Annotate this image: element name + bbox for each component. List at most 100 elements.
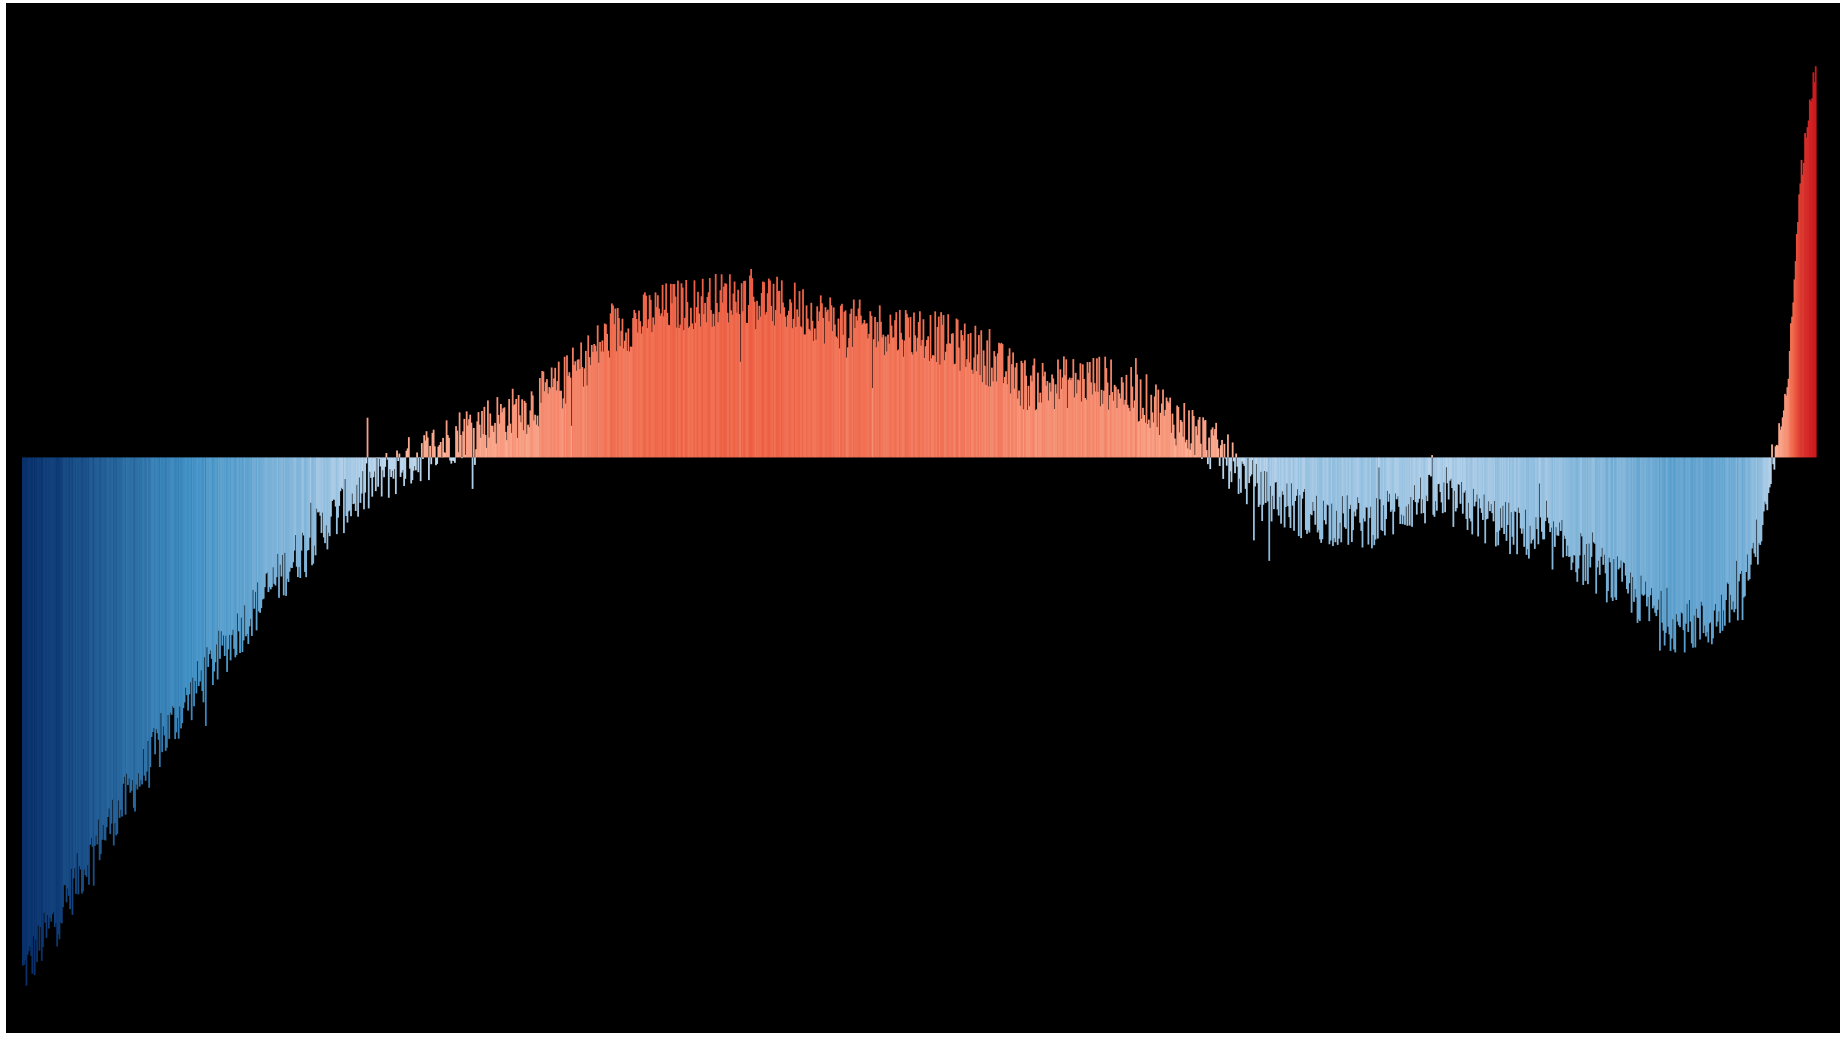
bar	[1224, 457, 1227, 459]
bar	[299, 457, 302, 578]
bar	[1264, 457, 1267, 503]
bar	[504, 431, 507, 458]
bar	[1562, 457, 1565, 558]
bar	[145, 457, 148, 772]
bar	[1022, 409, 1025, 458]
bar	[352, 457, 355, 505]
bar	[1060, 388, 1063, 458]
bar	[1765, 457, 1768, 505]
bar	[1759, 457, 1762, 545]
bar	[1572, 457, 1575, 556]
bar	[164, 457, 167, 751]
bar	[175, 457, 178, 733]
bar	[603, 323, 606, 458]
bar	[1764, 457, 1766, 502]
bar	[1281, 457, 1284, 492]
bar	[695, 307, 698, 458]
bar	[834, 324, 836, 458]
bar	[1402, 457, 1405, 516]
bar	[1415, 457, 1418, 515]
bar	[1806, 127, 1809, 458]
bar	[1473, 457, 1476, 507]
bar	[216, 457, 219, 680]
bar	[523, 400, 526, 458]
bar	[1218, 457, 1221, 466]
bar	[1472, 457, 1475, 489]
bar	[1569, 457, 1572, 557]
bar	[317, 457, 319, 513]
bar	[259, 457, 262, 613]
bar	[1228, 457, 1231, 489]
bar	[705, 322, 708, 458]
bar	[1046, 380, 1049, 458]
bar	[411, 457, 414, 481]
bar	[236, 457, 239, 614]
bar	[1434, 457, 1437, 502]
bar	[1212, 435, 1215, 458]
bar	[22, 457, 24, 966]
bar	[574, 361, 577, 458]
bar	[802, 289, 804, 458]
bar	[1722, 457, 1725, 611]
bar	[870, 315, 873, 458]
bar	[181, 457, 184, 724]
bar	[141, 457, 143, 785]
bar	[795, 326, 797, 458]
bar	[1053, 409, 1056, 458]
bar	[356, 457, 358, 485]
bar	[1463, 457, 1465, 493]
bar	[1812, 72, 1815, 458]
bar	[89, 457, 92, 845]
bar	[68, 457, 70, 896]
bar	[946, 343, 948, 458]
bar	[791, 328, 794, 458]
bar	[1114, 386, 1117, 458]
bar	[1513, 457, 1516, 512]
bar	[1659, 457, 1661, 651]
bar	[857, 308, 860, 458]
bar	[1137, 421, 1140, 458]
bar	[60, 457, 63, 924]
bar	[142, 457, 145, 749]
bar	[1345, 457, 1347, 529]
bar	[848, 338, 850, 458]
bar	[187, 457, 190, 711]
bar	[1172, 424, 1175, 458]
bar	[265, 457, 267, 574]
bar	[1563, 457, 1566, 536]
bar	[191, 457, 194, 678]
bar	[128, 457, 130, 779]
bar	[713, 326, 716, 458]
bar	[903, 340, 906, 458]
bar	[1117, 389, 1120, 458]
bar	[665, 283, 668, 458]
bar	[831, 331, 834, 458]
bar	[199, 457, 201, 682]
bar	[1551, 457, 1554, 570]
bar	[1035, 409, 1038, 458]
bar	[498, 423, 501, 458]
bar	[736, 312, 738, 458]
bar	[596, 325, 599, 458]
bar	[1329, 457, 1332, 541]
bar	[1182, 436, 1184, 458]
bar	[1552, 457, 1555, 522]
bar	[394, 457, 397, 495]
bar	[1322, 457, 1325, 501]
bar	[396, 450, 398, 458]
bar	[319, 457, 322, 516]
bar	[212, 457, 214, 686]
bar	[1749, 457, 1752, 565]
bar	[693, 280, 696, 458]
bar	[1183, 403, 1186, 458]
bar	[851, 346, 854, 458]
bar	[272, 457, 274, 568]
bar	[824, 307, 827, 458]
bar	[678, 328, 681, 458]
bar	[1313, 457, 1315, 511]
bar	[403, 457, 406, 486]
bar	[655, 306, 658, 458]
bar	[193, 457, 195, 707]
bar	[1150, 394, 1153, 458]
bar	[1497, 457, 1500, 546]
